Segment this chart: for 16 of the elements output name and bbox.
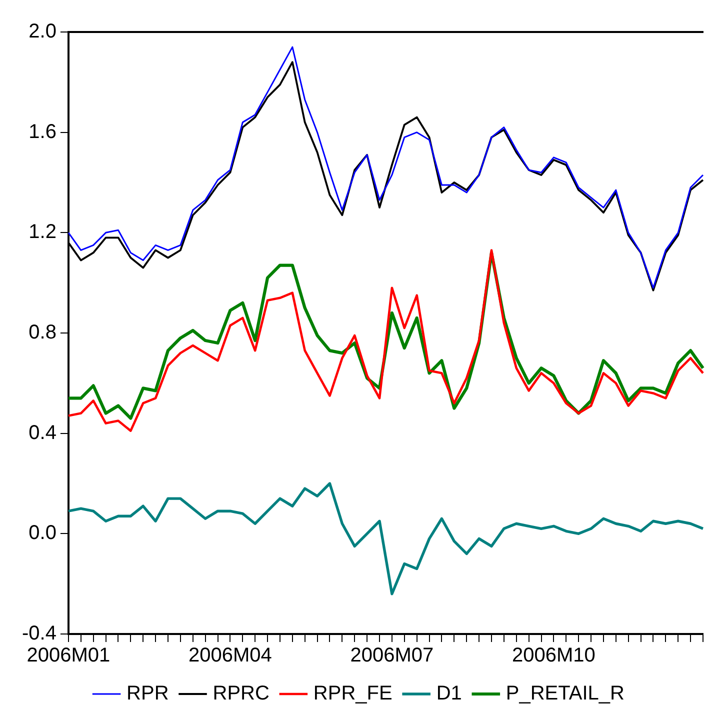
x-tick-label: 2006M07 — [350, 644, 434, 667]
y-tick-label: 2.0 — [28, 20, 56, 43]
legend-label: D1 — [436, 682, 462, 705]
y-tick-label: -0.4 — [22, 622, 56, 645]
legend-label: P_RETAIL_R — [506, 682, 624, 705]
x-tick-label: 2006M10 — [512, 644, 596, 667]
y-tick-label: 1.2 — [28, 221, 56, 244]
x-tick-label: 2006M04 — [188, 644, 272, 667]
y-tick-label: 0.8 — [28, 322, 56, 344]
y-tick-label: 0.4 — [28, 422, 56, 444]
y-tick-label: 1.6 — [28, 120, 56, 143]
x-tick-label: 2006M01 — [26, 644, 110, 667]
legend-label: RPRC — [212, 682, 270, 705]
legend-label: RPR_FE — [313, 682, 392, 705]
y-tick-label: 0.0 — [28, 522, 56, 544]
legend-label: RPR — [126, 682, 169, 705]
